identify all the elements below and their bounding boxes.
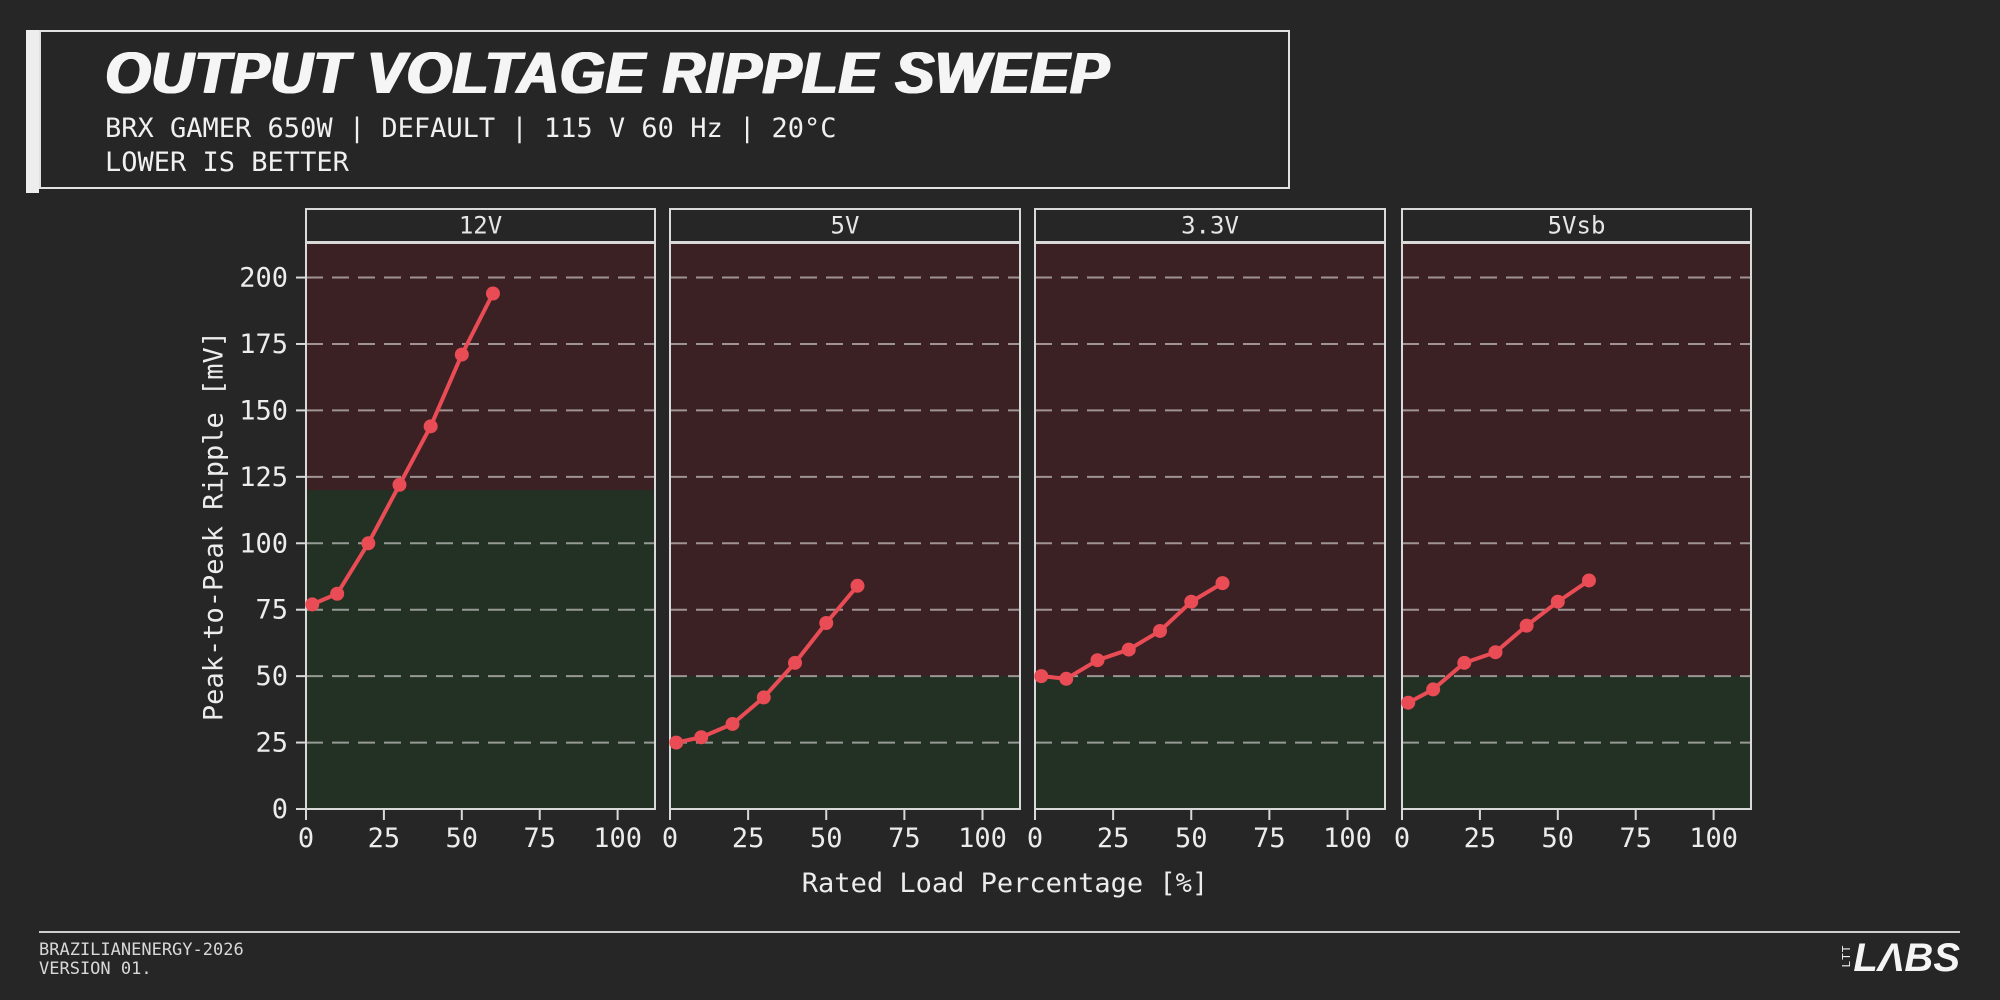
ripple-data-point — [694, 730, 709, 745]
x-tick-label: 25 — [368, 823, 401, 854]
x-tick-label: 50 — [446, 823, 479, 854]
ripple-data-point — [1059, 671, 1074, 686]
ripple-data-point — [725, 716, 740, 731]
panel-border — [669, 242, 1021, 810]
x-tick-label: 100 — [1323, 823, 1372, 854]
ripple-data-point — [1121, 642, 1136, 657]
ripple-data-point — [819, 615, 834, 630]
facet-header — [1401, 208, 1752, 243]
x-tick-label: 75 — [1619, 823, 1652, 854]
facet-label: 5V — [831, 212, 860, 240]
y-tick-label: 150 — [239, 395, 288, 426]
page-title: OUTPUT VOLTAGE RIPPLE SWEEP — [105, 41, 1110, 106]
title-accent-bar — [26, 30, 39, 193]
x-tick-label: 75 — [523, 823, 556, 854]
x-tick-label: 100 — [1689, 823, 1738, 854]
x-tick-label: 25 — [732, 823, 765, 854]
panel-border — [305, 242, 656, 810]
logo-ltt-text: LTT — [1839, 944, 1853, 968]
ripple-data-point — [423, 419, 438, 434]
ripple-data-point — [330, 586, 345, 601]
y-tick-label: 200 — [239, 263, 288, 294]
panel-border — [1034, 242, 1386, 810]
ripple-data-point — [1457, 655, 1472, 670]
facet-label: 3.3V — [1181, 212, 1239, 240]
ripple-data-point — [1401, 695, 1416, 710]
ripple-data-point — [669, 735, 684, 750]
facet-label: 12V — [459, 212, 502, 240]
ripple-data-point — [1488, 645, 1503, 660]
footer-divider — [39, 931, 1960, 933]
panel-border — [1401, 242, 1752, 810]
title-box: OUTPUT VOLTAGE RIPPLE SWEEP BRX GAMER 65… — [39, 30, 1290, 189]
footer-credits: BRAZILIANENERGY-2026 VERSION 01. — [39, 941, 244, 979]
x-tick-label: 75 — [1253, 823, 1286, 854]
ltt-labs-logo: LTT LΛBS — [1839, 938, 1960, 978]
y-tick-label: 50 — [255, 661, 288, 692]
page-note: LOWER IS BETTER — [105, 147, 349, 178]
y-tick-label: 175 — [239, 329, 288, 360]
x-tick-label: 25 — [1464, 823, 1497, 854]
x-tick-label: 0 — [662, 823, 678, 854]
ripple-data-point — [1184, 594, 1199, 609]
ripple-data-point — [1426, 682, 1441, 697]
zone-pass — [306, 490, 655, 809]
page-subtitle: BRX GAMER 650W | DEFAULT | 115 V 60 Hz |… — [105, 113, 837, 144]
ripple-data-point — [788, 655, 802, 670]
facet-header — [1034, 208, 1386, 243]
footer-line1: BRAZILIANENERGY-2026 — [39, 940, 244, 960]
x-tick-label: 0 — [1027, 823, 1043, 854]
x-tick-label: 50 — [810, 823, 843, 854]
ripple-data-point — [1550, 594, 1565, 609]
x-tick-label: 0 — [1394, 823, 1410, 854]
x-tick-label: 100 — [958, 823, 1007, 854]
ripple-data-point — [1581, 573, 1596, 588]
y-tick-label: 75 — [255, 595, 288, 626]
ripple-data-point — [1153, 623, 1167, 638]
ripple-data-point — [1034, 669, 1049, 684]
x-tick-label: 75 — [888, 823, 921, 854]
ripple-data-point — [1090, 653, 1105, 668]
x-tick-label: 100 — [593, 823, 642, 854]
ripple-data-point — [361, 536, 376, 551]
ripple-data-point — [756, 690, 771, 705]
ripple-data-point — [850, 578, 865, 593]
zone-fail — [306, 243, 655, 491]
y-tick-label: 0 — [272, 794, 288, 825]
ripple-data-point — [485, 286, 500, 301]
ripple-data-point — [454, 347, 469, 362]
x-tick-label: 0 — [298, 823, 314, 854]
ripple-data-point — [1215, 576, 1230, 591]
ripple-data-point — [1519, 618, 1534, 633]
y-axis-title: Peak-to-Peak Ripple [mV] — [198, 330, 230, 722]
y-tick-label: 25 — [255, 728, 288, 759]
zone-fail — [1035, 243, 1385, 677]
zone-fail — [670, 243, 1020, 677]
x-tick-label: 50 — [1175, 823, 1208, 854]
x-tick-label: 25 — [1097, 823, 1130, 854]
x-axis-title: Rated Load Percentage [%] — [801, 868, 1209, 899]
zone-fail — [1402, 243, 1751, 677]
ripple-data-point — [305, 597, 320, 612]
facet-header — [305, 208, 656, 243]
footer-line2: VERSION 01. — [39, 959, 152, 979]
x-tick-label: 50 — [1542, 823, 1575, 854]
ripple-data-point — [392, 477, 407, 492]
facet-label: 5Vsb — [1548, 212, 1606, 240]
y-tick-label: 125 — [239, 462, 288, 493]
y-tick-label: 100 — [239, 528, 288, 559]
logo-labs-text: LΛBS — [1853, 936, 1960, 980]
